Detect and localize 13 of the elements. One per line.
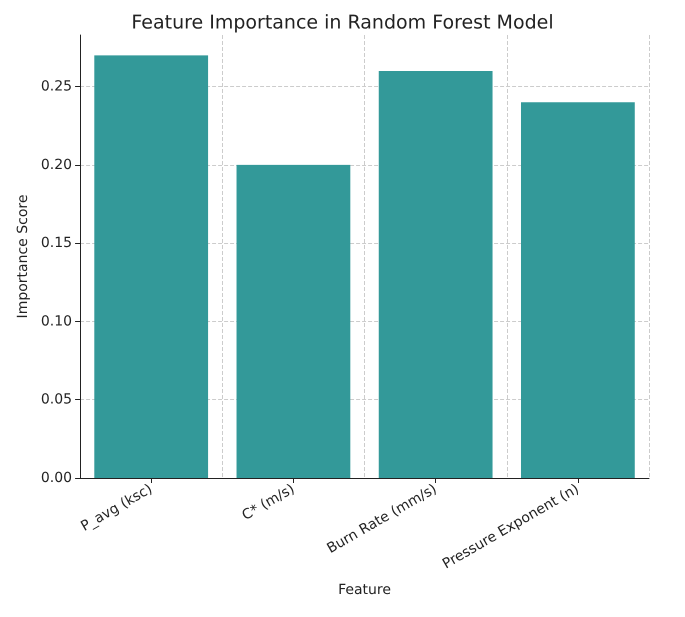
y-tick-label: 0.00 xyxy=(40,470,72,486)
y-tick-label: 0.05 xyxy=(40,392,72,408)
y-tick-label: 0.15 xyxy=(40,235,72,252)
y-tick-label: 0.25 xyxy=(40,78,72,95)
bar xyxy=(378,71,493,478)
y-axis-title: Importance Score xyxy=(15,194,31,318)
bar xyxy=(94,55,208,478)
chart-title: Feature Importance in Random Forest Model xyxy=(131,12,554,34)
y-tick-label: 0.20 xyxy=(40,156,72,173)
bar xyxy=(520,102,635,478)
bar xyxy=(236,164,350,478)
y-tick-label: 0.10 xyxy=(40,313,72,330)
x-axis-title: Feature xyxy=(338,582,391,598)
